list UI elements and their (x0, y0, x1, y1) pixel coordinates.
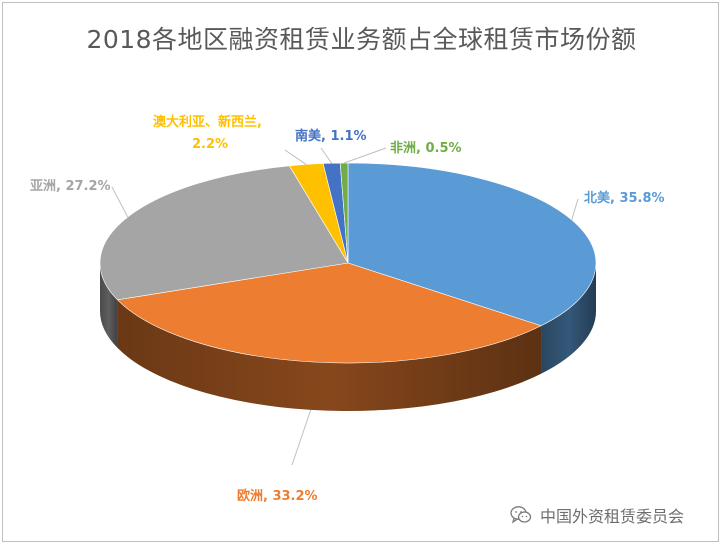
leader-line-europe (291, 409, 312, 466)
data-labels: 北美, 35.8% 欧洲, 33.2% 亚洲, 27.2% 澳大利亚、新西兰, … (30, 114, 665, 504)
leader-line-africa (343, 147, 387, 164)
label-leader-lines (111, 147, 579, 466)
leader-line-asia (111, 186, 129, 218)
pie-sides (100, 263, 596, 411)
data-label-africa: 非洲, 0.5% (390, 140, 462, 156)
slice-asia (99, 165, 349, 301)
data-label-asia: 亚洲, 27.2% (30, 179, 111, 194)
data-label-north-america: 北美, 35.8% (584, 190, 665, 206)
slice-side-shade-north-america (541, 263, 596, 374)
wechat-icon (510, 506, 532, 524)
leader-line-australia-nz (284, 149, 307, 165)
slice-north-america (347, 162, 597, 327)
chart-title: 2018各地区融资租赁业务额占全球租赁市场份额 (86, 25, 637, 54)
watermark-text: 中国外资租赁委员会 (540, 507, 685, 526)
slice-side-shade-europe (117, 299, 542, 411)
slice-europe (116, 262, 542, 364)
data-label-europe: 欧洲, 33.2% (237, 488, 318, 504)
data-label-south-america: 南美, 1.1% (295, 128, 367, 144)
pie-slices (99, 162, 597, 364)
leader-line-south-america (320, 147, 333, 164)
data-label-australia-nz: 澳大利亚、新西兰, (153, 114, 262, 130)
data-label-australia-nz-value: 2.2% (192, 137, 228, 152)
slice-side-shade-asia (100, 263, 118, 348)
watermark: 中国外资租赁委员会 (510, 502, 684, 528)
leader-line-north-america (571, 198, 579, 220)
